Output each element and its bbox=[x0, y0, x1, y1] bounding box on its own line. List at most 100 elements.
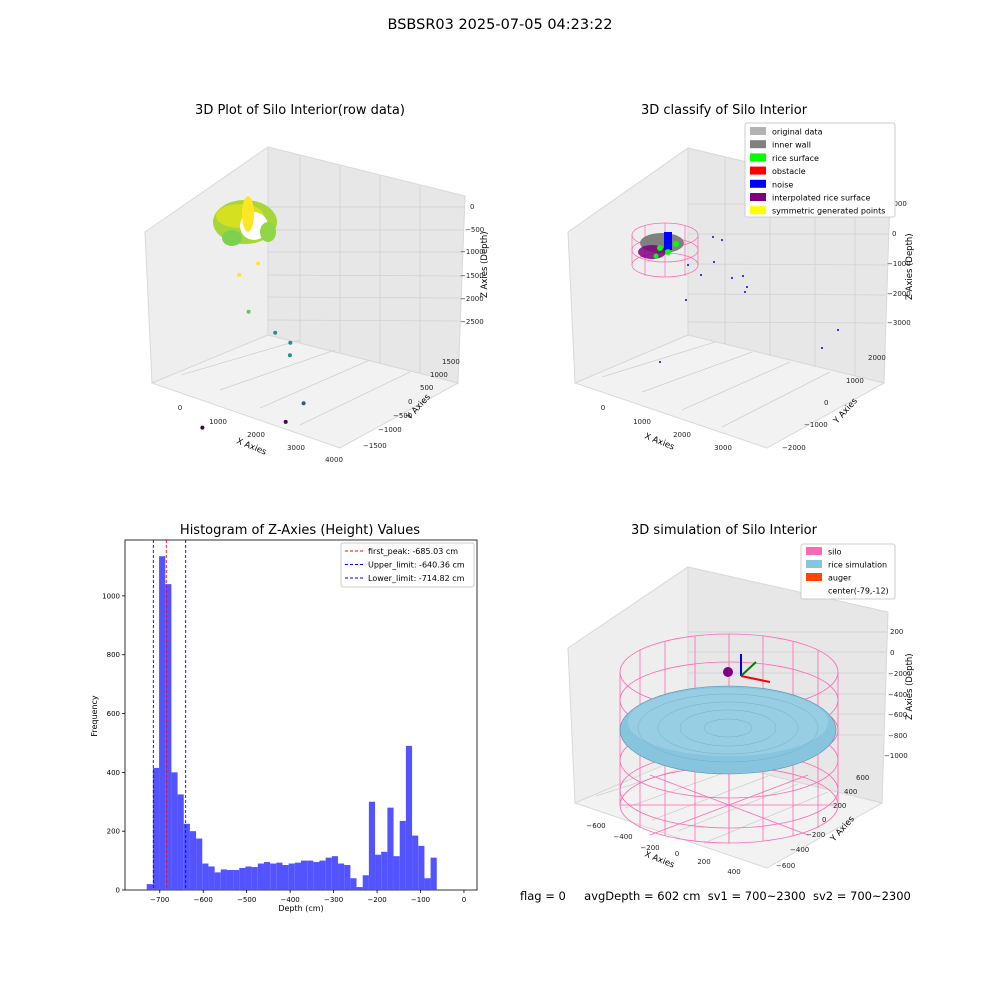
p4-ytick: −400 bbox=[790, 846, 809, 854]
p4-ztick: −1000 bbox=[884, 752, 908, 760]
p2-xtick: 2000 bbox=[673, 431, 691, 439]
p2-legend-label: obstacle bbox=[772, 167, 806, 176]
histogram-bar bbox=[239, 867, 246, 890]
p1-data-point bbox=[246, 309, 251, 314]
x-tick-label: −200 bbox=[367, 896, 386, 904]
histogram-bar bbox=[368, 801, 376, 890]
p4-xtick: 200 bbox=[697, 858, 710, 866]
p1-grid bbox=[180, 157, 464, 426]
p2-legend-swatch bbox=[750, 166, 766, 175]
histogram-bar bbox=[325, 857, 332, 890]
p4-legend-swatch bbox=[806, 560, 822, 568]
p2-rice-surface-points bbox=[653, 241, 679, 259]
p1-ztick: 0 bbox=[470, 203, 474, 211]
p1-rice-blob bbox=[213, 196, 277, 246]
p1-data-point bbox=[200, 425, 205, 430]
p1-ytick: −1500 bbox=[363, 442, 387, 450]
histogram-bar bbox=[165, 584, 172, 890]
p4-legend-swatch bbox=[806, 573, 822, 581]
p2-ztick: −1000 bbox=[887, 260, 911, 268]
panel4-title: 3D simulation of Silo Interior bbox=[631, 523, 817, 538]
p2-noise-cluster bbox=[664, 232, 672, 250]
p4-center-marker bbox=[723, 667, 733, 677]
p4-legend-swatch bbox=[806, 547, 822, 555]
p2-legend-swatch bbox=[750, 140, 766, 149]
p2-xtick: 3000 bbox=[714, 444, 732, 452]
histogram-bar bbox=[208, 866, 215, 890]
x-tick-label: −300 bbox=[324, 896, 343, 904]
p4-ztick: −800 bbox=[888, 732, 907, 740]
histogram-bar bbox=[263, 862, 271, 890]
p1-floor-pane bbox=[150, 334, 460, 449]
histogram-bar bbox=[183, 823, 190, 890]
histogram-bar bbox=[257, 863, 264, 890]
x-tick-label: −400 bbox=[281, 896, 300, 904]
histogram-bar bbox=[288, 863, 295, 890]
x-tick-label: 0 bbox=[462, 896, 466, 904]
p4-rice-surface-top bbox=[628, 688, 828, 756]
histogram-bar bbox=[152, 767, 160, 890]
p4-zlabel: Z Axies (Depth) bbox=[905, 653, 915, 720]
histogram-bar bbox=[159, 556, 166, 890]
histogram-bar bbox=[338, 863, 345, 890]
p2-xtick: 0 bbox=[601, 404, 605, 412]
histogram-bar bbox=[331, 856, 339, 890]
p4-xtick: −600 bbox=[586, 822, 605, 830]
histogram-bar bbox=[177, 794, 184, 890]
panel2-title: 3D classify of Silo Interior bbox=[640, 103, 808, 118]
p2-legend-label: original data bbox=[772, 128, 823, 137]
y-tick-label: 0 bbox=[116, 887, 120, 895]
p4-xtick: 400 bbox=[727, 868, 740, 876]
p2-ytick: −1000 bbox=[804, 421, 828, 429]
p1-data-point bbox=[256, 261, 261, 266]
histogram-bar bbox=[301, 860, 308, 890]
p1-points bbox=[200, 261, 306, 430]
histogram-bar bbox=[387, 807, 394, 890]
p2-ytick: −2000 bbox=[782, 444, 806, 452]
histogram-bar bbox=[226, 870, 234, 890]
p1-data-point bbox=[288, 340, 293, 345]
p2-ztick: 1000 bbox=[889, 200, 907, 208]
panel3-title: Histogram of Z-Axies (Height) Values bbox=[179, 523, 421, 538]
histogram-bar bbox=[171, 772, 178, 890]
p3-yticks: 0 200 400 600 800 1000 bbox=[102, 592, 125, 895]
p3-xlabel: Depth (cm) bbox=[278, 904, 323, 913]
y-tick-label: 200 bbox=[107, 828, 120, 836]
p4-axis-y bbox=[740, 661, 757, 677]
p4-xtick: −400 bbox=[613, 833, 632, 841]
histogram-bar bbox=[412, 835, 419, 890]
p3-legend: first_peak: -685.03 cm Upper_limit: -640.… bbox=[340, 542, 475, 588]
p1-ytick: 0 bbox=[408, 398, 412, 406]
p1-data-point bbox=[287, 353, 292, 358]
p1-ytick: 1000 bbox=[430, 371, 448, 379]
histogram-bar bbox=[350, 878, 357, 890]
p4-ytick: −200 bbox=[806, 831, 825, 839]
p4-xlabel: X Axies bbox=[643, 850, 676, 871]
p2-legend: original data inner wall rice surface obsta… bbox=[744, 122, 896, 218]
p1-ytick: −500 bbox=[393, 412, 412, 420]
p2-legend-swatch bbox=[750, 127, 766, 135]
p4-ytick: 0 bbox=[822, 816, 826, 824]
histogram-bar bbox=[214, 872, 221, 890]
p1-data-point bbox=[273, 330, 278, 335]
p4-rice-mesh bbox=[637, 693, 819, 763]
x-tick-label: −600 bbox=[194, 896, 213, 904]
p1-data-point bbox=[283, 419, 288, 424]
p1-ztick: −500 bbox=[465, 226, 484, 234]
sv1-value: sv1 = 700~2300 bbox=[707, 889, 806, 903]
histogram-bar bbox=[251, 867, 258, 890]
p1-ytick: 500 bbox=[420, 384, 433, 392]
x-tick-label: −500 bbox=[237, 896, 256, 904]
p4-xtick: −200 bbox=[640, 844, 659, 852]
histogram-bar bbox=[356, 887, 363, 890]
y-tick-label: 400 bbox=[107, 769, 120, 777]
p4-legend-label: rice simulation bbox=[828, 561, 887, 570]
p3-xticks: −700 −600 −500 −400 −300 −200 −100 0 bbox=[150, 890, 466, 904]
p1-ztick: −2500 bbox=[460, 318, 484, 326]
histogram-bar bbox=[270, 863, 277, 890]
p1-xtick: 1000 bbox=[209, 418, 227, 426]
p4-ztick: −600 bbox=[888, 711, 907, 719]
p2-ytick: 0 bbox=[824, 399, 828, 407]
p2-floor-pane bbox=[573, 334, 886, 449]
